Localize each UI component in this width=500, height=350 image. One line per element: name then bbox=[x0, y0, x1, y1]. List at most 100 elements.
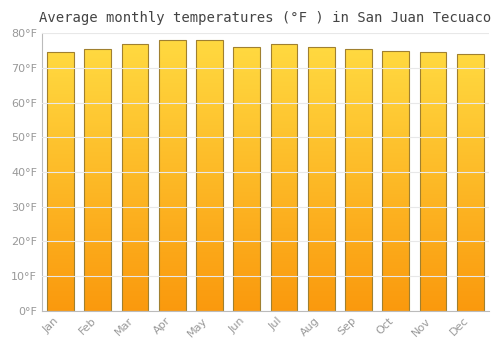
Bar bbox=[234, 270, 260, 271]
Bar bbox=[196, 212, 223, 213]
Bar bbox=[234, 86, 260, 88]
Bar bbox=[345, 130, 372, 131]
Bar bbox=[308, 83, 334, 84]
Bar bbox=[234, 184, 260, 186]
Bar bbox=[308, 200, 334, 201]
Bar bbox=[382, 178, 409, 179]
Bar bbox=[420, 287, 446, 289]
Bar bbox=[47, 192, 74, 193]
Bar bbox=[159, 189, 186, 190]
Bar bbox=[47, 282, 74, 284]
Bar bbox=[308, 275, 334, 276]
Bar bbox=[420, 173, 446, 174]
Bar bbox=[308, 71, 334, 72]
Bar bbox=[159, 111, 186, 112]
Bar bbox=[457, 276, 483, 277]
Bar bbox=[420, 89, 446, 90]
Bar bbox=[270, 118, 297, 120]
Bar bbox=[308, 145, 334, 146]
Bar bbox=[420, 302, 446, 303]
Bar bbox=[457, 119, 483, 121]
Bar bbox=[159, 81, 186, 82]
Bar bbox=[84, 134, 111, 135]
Bar bbox=[84, 119, 111, 121]
Bar bbox=[122, 128, 148, 129]
Bar bbox=[47, 244, 74, 245]
Bar bbox=[420, 241, 446, 242]
Bar bbox=[345, 305, 372, 307]
Bar bbox=[122, 280, 148, 281]
Bar bbox=[457, 303, 483, 304]
Bar bbox=[196, 169, 223, 170]
Bar bbox=[47, 306, 74, 307]
Bar bbox=[420, 296, 446, 298]
Bar bbox=[234, 259, 260, 260]
Bar bbox=[84, 267, 111, 269]
Bar bbox=[382, 164, 409, 165]
Bar bbox=[382, 79, 409, 81]
Bar bbox=[420, 267, 446, 268]
Bar bbox=[47, 231, 74, 232]
Bar bbox=[234, 67, 260, 68]
Bar bbox=[457, 150, 483, 152]
Bar bbox=[345, 156, 372, 158]
Bar bbox=[234, 262, 260, 263]
Bar bbox=[345, 94, 372, 96]
Bar bbox=[122, 216, 148, 217]
Bar bbox=[122, 65, 148, 66]
Bar bbox=[457, 91, 483, 92]
Bar bbox=[159, 251, 186, 252]
Bar bbox=[345, 110, 372, 112]
Bar bbox=[234, 225, 260, 226]
Bar bbox=[196, 285, 223, 286]
Bar bbox=[84, 99, 111, 100]
Bar bbox=[122, 187, 148, 188]
Bar bbox=[234, 255, 260, 257]
Bar bbox=[196, 139, 223, 140]
Bar bbox=[234, 175, 260, 176]
Bar bbox=[270, 261, 297, 262]
Bar bbox=[196, 208, 223, 209]
Bar bbox=[420, 234, 446, 236]
Bar bbox=[457, 279, 483, 280]
Bar bbox=[159, 307, 186, 308]
Bar bbox=[84, 254, 111, 256]
Bar bbox=[159, 197, 186, 198]
Bar bbox=[122, 282, 148, 284]
Bar bbox=[382, 146, 409, 147]
Bar bbox=[122, 292, 148, 293]
Bar bbox=[382, 208, 409, 209]
Bar bbox=[308, 179, 334, 180]
Bar bbox=[196, 193, 223, 194]
Bar bbox=[84, 173, 111, 175]
Bar bbox=[159, 69, 186, 70]
Bar bbox=[270, 212, 297, 213]
Bar bbox=[84, 285, 111, 286]
Bar bbox=[270, 192, 297, 193]
Bar bbox=[196, 52, 223, 54]
Bar bbox=[84, 197, 111, 198]
Bar bbox=[420, 86, 446, 87]
Bar bbox=[420, 274, 446, 276]
Bar bbox=[47, 219, 74, 220]
Bar bbox=[420, 260, 446, 261]
Bar bbox=[84, 113, 111, 114]
Bar bbox=[122, 246, 148, 248]
Bar bbox=[122, 162, 148, 164]
Bar bbox=[270, 260, 297, 261]
Bar bbox=[47, 252, 74, 254]
Bar bbox=[196, 159, 223, 161]
Bar bbox=[345, 177, 372, 178]
Bar bbox=[308, 303, 334, 304]
Bar bbox=[382, 56, 409, 57]
Bar bbox=[196, 83, 223, 85]
Bar bbox=[196, 233, 223, 235]
Bar bbox=[308, 112, 334, 113]
Bar bbox=[159, 75, 186, 77]
Bar bbox=[420, 66, 446, 68]
Bar bbox=[196, 263, 223, 265]
Bar bbox=[308, 143, 334, 145]
Bar bbox=[382, 253, 409, 255]
Bar bbox=[196, 158, 223, 159]
Bar bbox=[345, 175, 372, 176]
